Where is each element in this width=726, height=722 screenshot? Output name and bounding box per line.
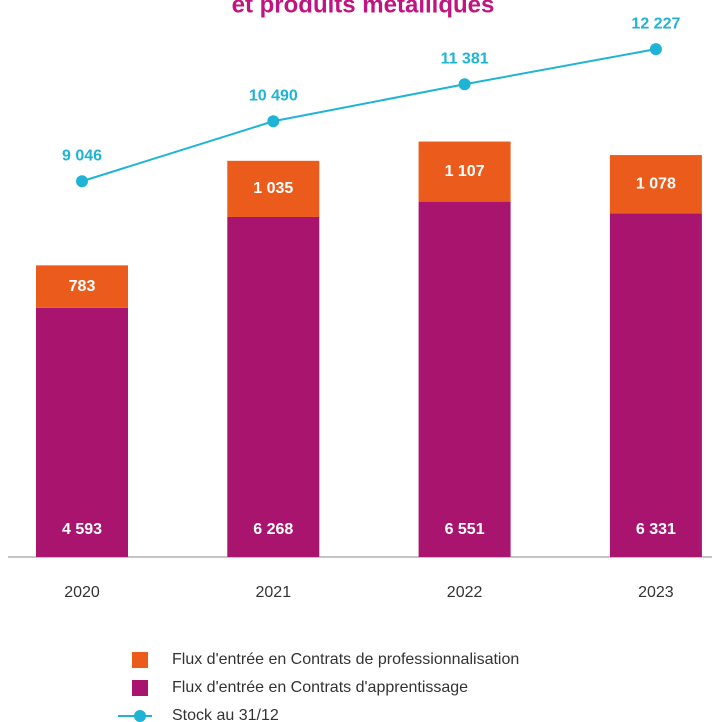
- line-point: [76, 175, 88, 188]
- value-label: 783: [69, 278, 96, 295]
- line: [81, 48, 657, 183]
- x-tick-label: 2021: [256, 584, 292, 601]
- value-label: 1 035: [253, 180, 293, 197]
- value-label: 9 046: [62, 147, 102, 164]
- line-point: [458, 78, 471, 91]
- value-label: 11 381: [441, 50, 489, 67]
- bar: [227, 216, 320, 557]
- value-label: 10 490: [249, 87, 298, 104]
- legend-label: Flux d'entrée en Contrats de professionn…: [172, 651, 519, 668]
- value-label: 6 551: [445, 521, 485, 538]
- line-point: [267, 115, 280, 128]
- legend-swatch: [132, 652, 148, 668]
- bar: [418, 201, 511, 557]
- line-point: [649, 43, 662, 56]
- value-label: 1 078: [636, 176, 676, 193]
- bar: [418, 141, 511, 202]
- value-label: 4 593: [62, 521, 102, 538]
- value-label: 1 107: [445, 163, 485, 180]
- x-tick-label: 2022: [447, 584, 483, 601]
- legend-swatch: [132, 680, 148, 696]
- x-tick-label: 2023: [638, 584, 674, 601]
- x-tick-label: 2020: [64, 584, 100, 601]
- bar: [36, 265, 128, 308]
- value-label: 12 227: [631, 15, 680, 32]
- value-label: 6 331: [636, 521, 676, 538]
- bar: [36, 307, 128, 557]
- legend-label: Stock au 31/12: [172, 707, 279, 722]
- chart-title: et produits métalliques: [232, 0, 495, 18]
- legend-label: Flux d'entrée en Contrats d'apprentissag…: [172, 679, 468, 696]
- bar: [609, 213, 702, 557]
- bar: [609, 155, 702, 214]
- legend-marker: [134, 710, 146, 722]
- value-label: 6 268: [253, 521, 293, 538]
- bar: [227, 160, 320, 217]
